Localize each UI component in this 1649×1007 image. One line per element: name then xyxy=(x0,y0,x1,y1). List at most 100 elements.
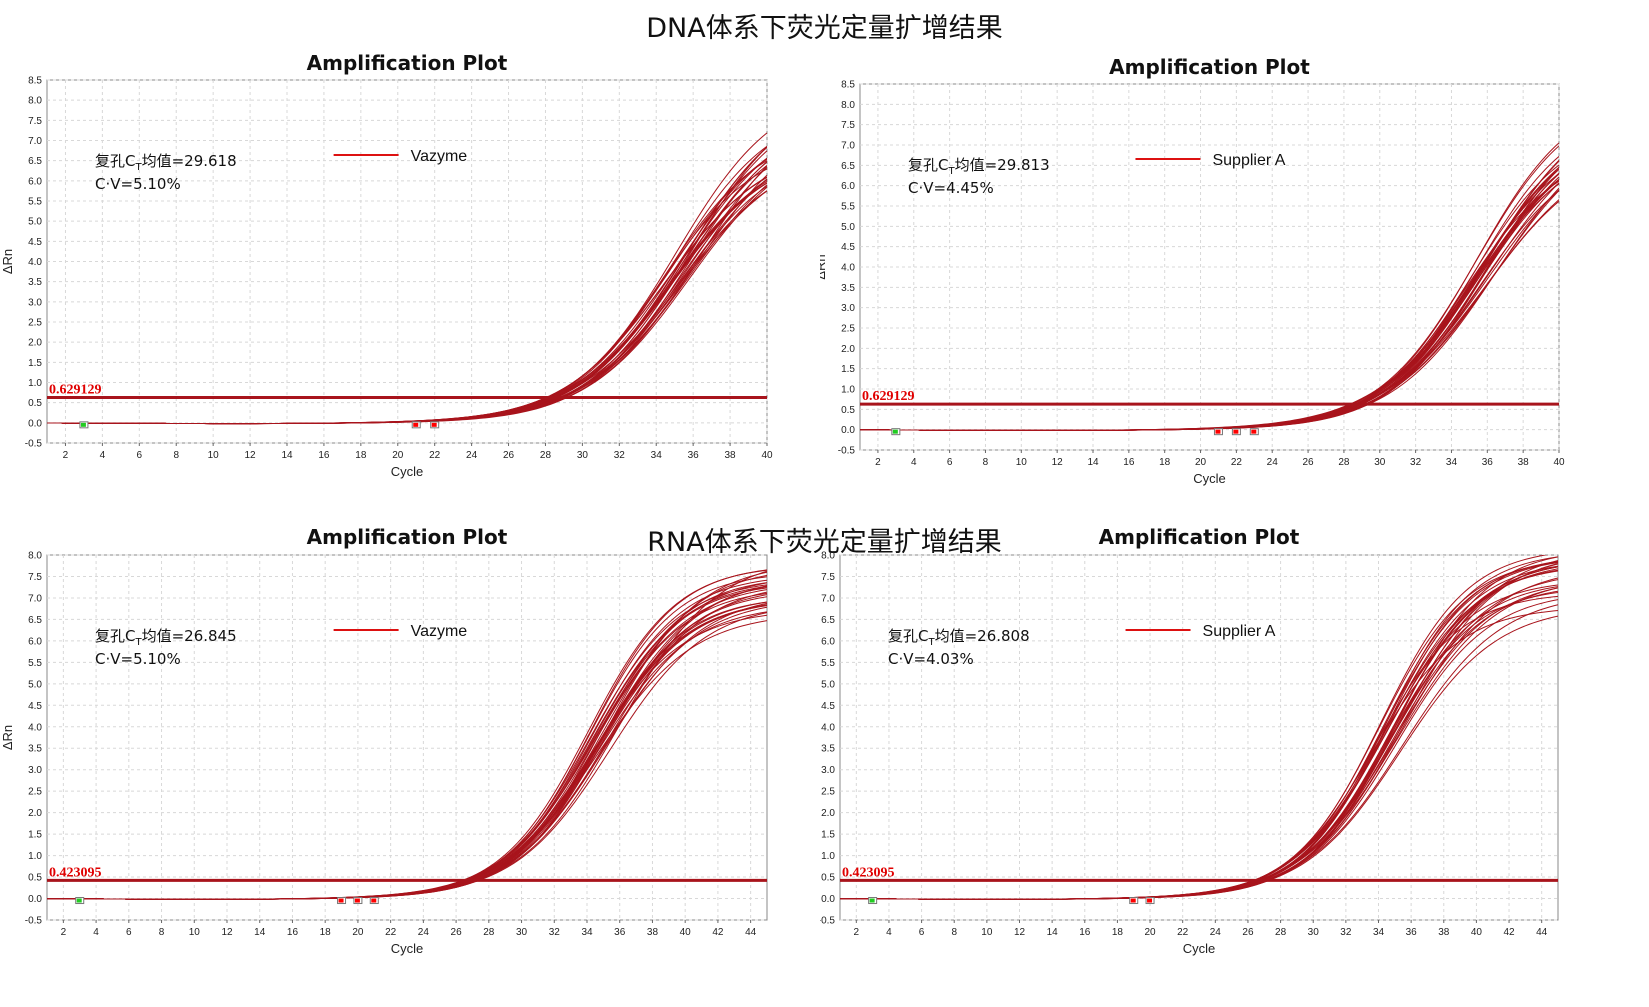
baseline-marker xyxy=(1215,429,1221,434)
ct-suffix: 均值=29.618 xyxy=(142,152,237,170)
x-tick-label: 36 xyxy=(1406,927,1418,938)
x-tick-label: 4 xyxy=(886,927,892,938)
ct-suffix: 均值=26.808 xyxy=(935,627,1030,645)
y-tick-label: 7.0 xyxy=(821,593,835,604)
y-tick-label: 8.5 xyxy=(28,76,42,87)
y-tick-label: 5.5 xyxy=(841,202,855,213)
x-tick-label: 20 xyxy=(352,927,364,938)
x-tick-label: 24 xyxy=(466,450,478,461)
y-tick-label: 2.0 xyxy=(28,338,42,349)
amplification-curve xyxy=(47,614,767,900)
y-tick-label: 6.0 xyxy=(28,636,42,647)
x-tick-label: 30 xyxy=(577,450,589,461)
ct-mean-annotation: 复孔CT均值=26.845 xyxy=(95,627,237,648)
x-tick-label: 2 xyxy=(63,450,69,461)
cv-annotation: C·V=4.45% xyxy=(908,179,994,197)
y-tick-label: 6.5 xyxy=(841,161,855,172)
y-tick-label: 1.5 xyxy=(821,830,835,841)
x-tick-label: 28 xyxy=(540,450,552,461)
y-tick-label: 4.5 xyxy=(28,237,42,248)
y-tick-label: 7.5 xyxy=(821,572,835,583)
y-tick-label: 7.0 xyxy=(841,141,855,152)
plot-title: Amplification Plot xyxy=(307,525,508,549)
chart-dna-vazyme: 2 4 6 8 10 12 14 16 18 20 22 24 26 28 30 32 34 36 38 40 -0.5… xyxy=(0,50,820,490)
y-tick-label: 1.5 xyxy=(28,830,42,841)
y-tick-label: 0.5 xyxy=(28,398,42,409)
y-tick-label: 4.5 xyxy=(28,701,42,712)
ct-subscript: T xyxy=(134,162,142,173)
y-tick-label: 1.0 xyxy=(28,851,42,862)
x-tick-label: 26 xyxy=(451,927,463,938)
y-tick-label: 8.0 xyxy=(28,96,42,107)
y-tick-label: 6.0 xyxy=(28,176,42,187)
y-tick-label: 3.0 xyxy=(821,765,835,776)
y-tick-label: 7.5 xyxy=(28,116,42,127)
y-tick-label: 3.0 xyxy=(28,297,42,308)
x-tick-label: 14 xyxy=(1047,927,1059,938)
x-tick-label: 34 xyxy=(1373,927,1385,938)
curve-group xyxy=(47,132,767,425)
cv-annotation: C·V=4.03% xyxy=(888,650,974,668)
y-tick-label: 1.5 xyxy=(28,358,42,369)
y-tick-label: 5.5 xyxy=(28,197,42,208)
ct-prefix: 复孔C xyxy=(95,627,135,645)
x-tick-label: 2 xyxy=(875,457,881,468)
chart-svg: 2 4 6 8 10 12 14 16 18 20 22 24 26 28 30 32 34 36 38 40 42 44… xyxy=(820,525,1559,956)
x-tick-label: 16 xyxy=(1079,927,1091,938)
y-tick-label: 4.5 xyxy=(821,701,835,712)
x-tick-label: 36 xyxy=(688,450,700,461)
baseline-marker xyxy=(371,898,377,903)
x-tick-label: 6 xyxy=(947,457,953,468)
x-tick-label: 30 xyxy=(1374,457,1386,468)
y-tick-label: 0.0 xyxy=(841,425,855,436)
x-tick-label: 10 xyxy=(189,927,201,938)
ct-suffix: 均值=26.845 xyxy=(142,627,237,645)
x-tick-label: 8 xyxy=(951,927,957,938)
y-tick-label: 3.0 xyxy=(28,765,42,776)
x-tick-label: 18 xyxy=(320,927,332,938)
y-tick-label: 4.0 xyxy=(841,263,855,274)
y-tick-label: 0.5 xyxy=(28,873,42,884)
legend-label: Supplier A xyxy=(1203,623,1276,640)
baseline-marker xyxy=(1130,898,1136,903)
x-tick-label: 16 xyxy=(318,450,330,461)
x-tick-label: 6 xyxy=(126,927,132,938)
y-tick-label: 0.0 xyxy=(28,894,42,905)
x-tick-label: 22 xyxy=(1231,457,1243,468)
y-tick-label: 5.5 xyxy=(821,658,835,669)
cv-annotation: C·V=5.10% xyxy=(95,175,181,193)
ct-subscript: T xyxy=(947,166,955,177)
plot-title: Amplification Plot xyxy=(1099,525,1300,549)
x-tick-label: 26 xyxy=(503,450,515,461)
x-tick-label: 34 xyxy=(651,450,663,461)
x-tick-label: 18 xyxy=(1112,927,1124,938)
x-tick-label: 16 xyxy=(1123,457,1135,468)
x-tick-label: 8 xyxy=(983,457,989,468)
x-tick-label: 38 xyxy=(725,450,737,461)
x-tick-label: 32 xyxy=(614,450,626,461)
x-tick-label: 32 xyxy=(1410,457,1422,468)
x-tick-label: 16 xyxy=(287,927,299,938)
y-tick-label: 6.0 xyxy=(841,181,855,192)
y-tick-label: 4.0 xyxy=(28,722,42,733)
x-tick-label: 20 xyxy=(1144,927,1156,938)
y-tick-label: 5.5 xyxy=(28,658,42,669)
y-tick-label: 3.5 xyxy=(821,744,835,755)
x-tick-label: 14 xyxy=(1087,457,1099,468)
plot-title: Amplification Plot xyxy=(307,51,508,75)
baseline-marker xyxy=(1251,429,1257,434)
x-tick-label: 36 xyxy=(614,927,626,938)
y-tick-label: -0.5 xyxy=(25,916,43,927)
x-tick-label: 24 xyxy=(418,927,430,938)
threshold-label: 0.629129 xyxy=(49,382,102,397)
amplification-curve xyxy=(840,561,1558,900)
y-tick-label: 3.0 xyxy=(841,303,855,314)
y-axis-label: ΔRn xyxy=(0,725,15,750)
baseline-marker xyxy=(76,898,82,903)
y-tick-label: 6.5 xyxy=(28,615,42,626)
legend-label: Supplier A xyxy=(1212,152,1285,169)
x-tick-label: 10 xyxy=(208,450,220,461)
y-tick-label: 4.0 xyxy=(821,722,835,733)
x-tick-label: 30 xyxy=(1308,927,1320,938)
ct-prefix: 复孔C xyxy=(888,627,928,645)
